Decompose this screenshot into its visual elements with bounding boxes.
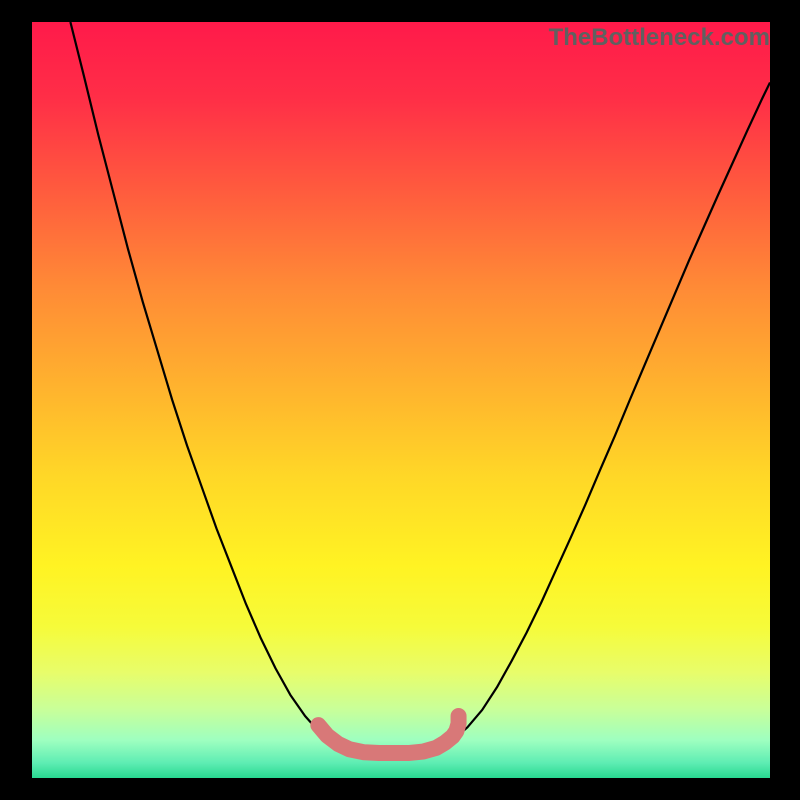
- plot-area: [32, 22, 770, 778]
- watermark-text: TheBottleneck.com: [549, 24, 770, 52]
- curve-bottom_highlight: [318, 716, 458, 753]
- curve-layer: [32, 22, 770, 778]
- curve-v_curve: [70, 22, 770, 754]
